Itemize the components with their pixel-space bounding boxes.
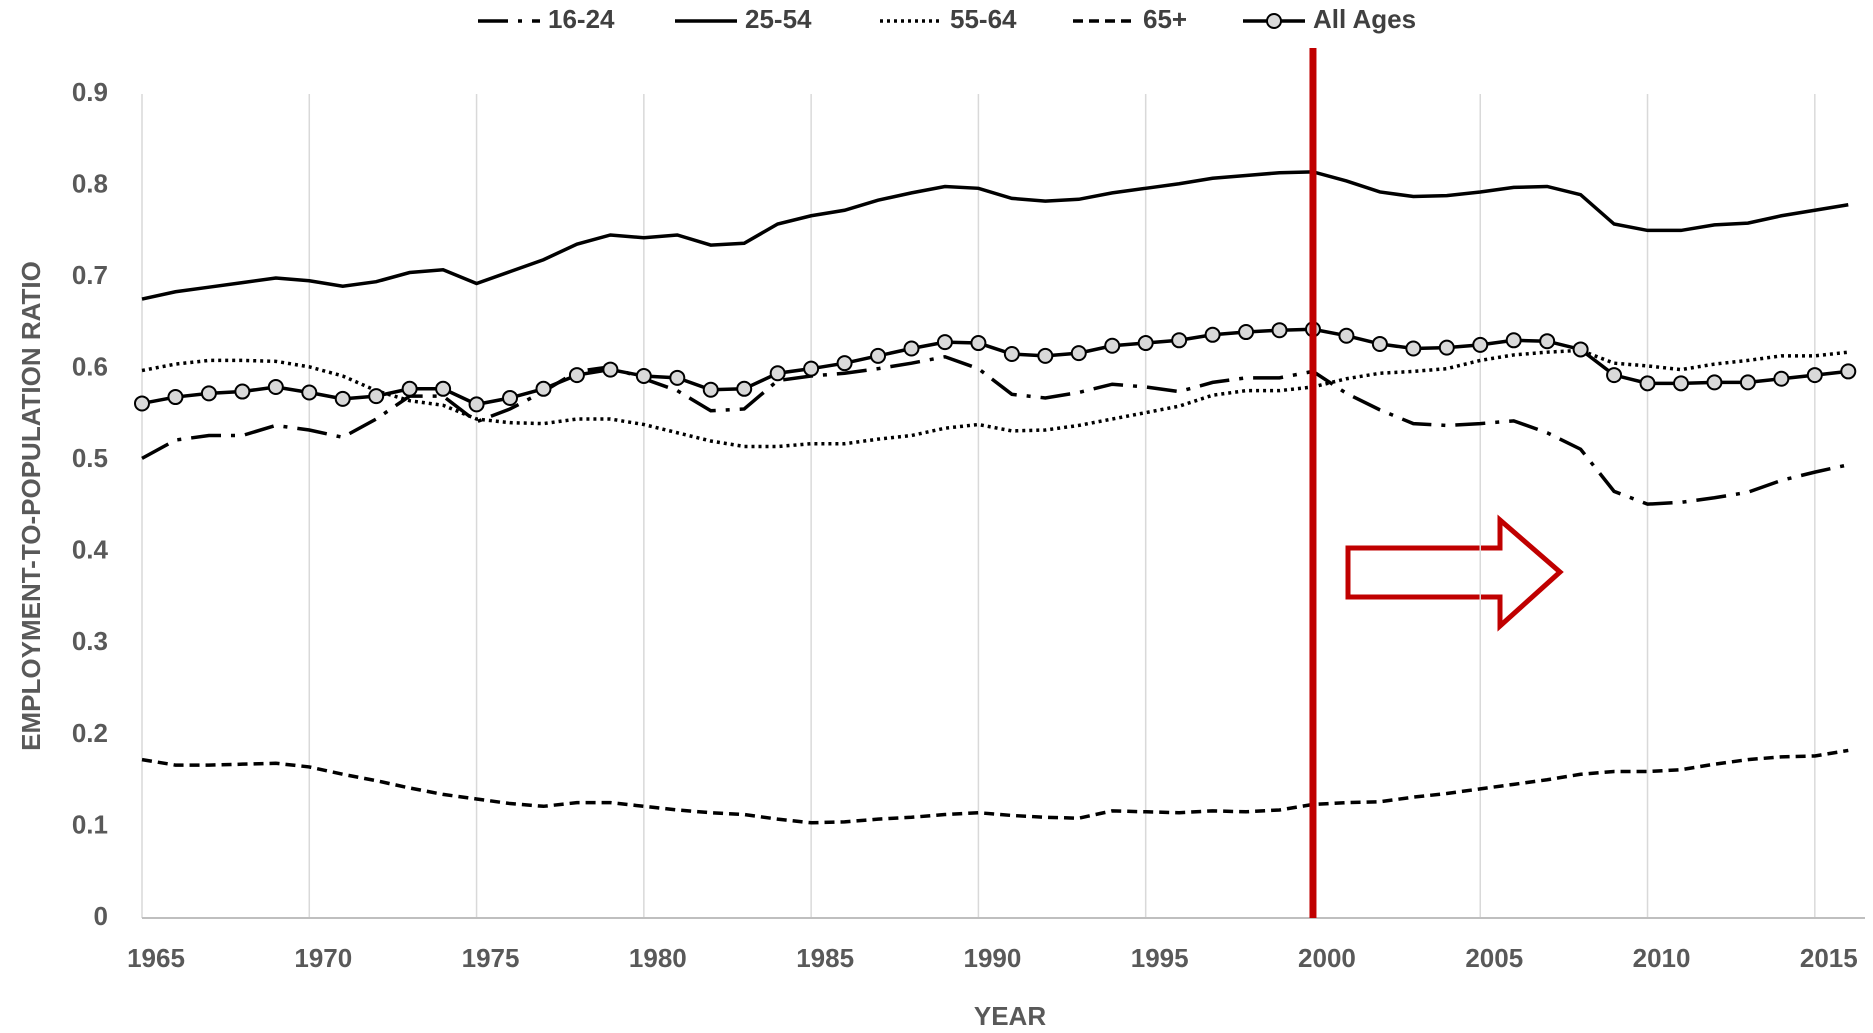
x-tick-label: 2000 [1298, 943, 1356, 973]
point [1505, 332, 1522, 349]
point [435, 380, 452, 397]
series-line [141, 748, 1849, 825]
point [568, 367, 585, 384]
legend-label: 65+ [1143, 4, 1187, 34]
y-tick-label: 0.1 [72, 809, 108, 839]
legend-label: 16-24 [548, 4, 615, 34]
point [1204, 326, 1221, 343]
y-axis-title: EMPLOYMENT-TO-POPULATION RATIO [16, 261, 46, 751]
point [1371, 335, 1388, 352]
point [200, 385, 217, 402]
point [669, 369, 686, 386]
series-line [141, 170, 1849, 301]
point [1706, 374, 1723, 391]
point [401, 380, 418, 397]
point [1338, 327, 1355, 344]
point [769, 365, 786, 382]
point [234, 383, 251, 400]
point [602, 361, 619, 378]
point [870, 347, 887, 364]
x-tick-label: 2015 [1800, 943, 1858, 973]
point [903, 340, 920, 357]
point [1806, 367, 1823, 384]
x-tick-label: 2005 [1465, 943, 1523, 973]
point [1672, 375, 1689, 392]
point [836, 355, 853, 372]
point [1070, 345, 1087, 362]
y-tick-label: 0.6 [72, 352, 108, 382]
y-tick-label: 0 [94, 901, 108, 931]
y-tick-label: 0.9 [72, 77, 108, 107]
x-tick-label: 1990 [963, 943, 1021, 973]
point [1271, 322, 1288, 339]
point [1003, 346, 1020, 363]
point [970, 335, 987, 352]
point [1104, 337, 1121, 354]
point [1639, 375, 1656, 392]
point [368, 388, 385, 405]
legend-label: 25-54 [745, 4, 812, 34]
point [334, 390, 351, 407]
point [803, 360, 820, 377]
point [1405, 340, 1422, 357]
point [1739, 374, 1756, 391]
x-tick-label: 1980 [629, 943, 687, 973]
point [1238, 324, 1255, 341]
point [1539, 333, 1556, 350]
point [301, 384, 318, 401]
point [1606, 367, 1623, 384]
x-tick-label: 2010 [1633, 943, 1691, 973]
point [1438, 339, 1455, 356]
point [635, 367, 652, 384]
y-tick-label: 0.7 [72, 260, 108, 290]
legend-label: 55-64 [950, 4, 1017, 34]
x-axis-title: YEAR [974, 1001, 1046, 1031]
legend-marker [1266, 13, 1282, 29]
point [167, 389, 184, 406]
y-tick-label: 0.4 [72, 535, 109, 565]
y-tick-label: 0.5 [72, 443, 108, 473]
point [1840, 363, 1857, 380]
point [702, 381, 719, 398]
point [1472, 336, 1489, 353]
point [1572, 341, 1589, 358]
series-line [141, 348, 1849, 449]
series-line [141, 327, 1849, 407]
point [1773, 370, 1790, 387]
y-tick-label: 0.2 [72, 718, 108, 748]
point [535, 380, 552, 397]
point [502, 389, 519, 406]
x-tick-label: 1975 [462, 943, 520, 973]
x-tick-label: 1995 [1131, 943, 1189, 973]
y-tick-label: 0.8 [72, 168, 108, 198]
series-line [141, 354, 1849, 506]
point [1037, 347, 1054, 364]
x-tick-label: 1965 [127, 943, 185, 973]
x-tick-label: 1970 [294, 943, 352, 973]
arrow [1345, 514, 1564, 632]
point [468, 396, 485, 413]
point [736, 380, 753, 397]
point [936, 334, 953, 351]
legend-label: All Ages [1313, 4, 1416, 34]
point [1137, 335, 1154, 352]
point [134, 395, 150, 412]
x-tick-label: 1985 [796, 943, 854, 973]
y-tick-label: 0.3 [72, 626, 108, 656]
point [1171, 332, 1188, 349]
point [267, 378, 284, 395]
